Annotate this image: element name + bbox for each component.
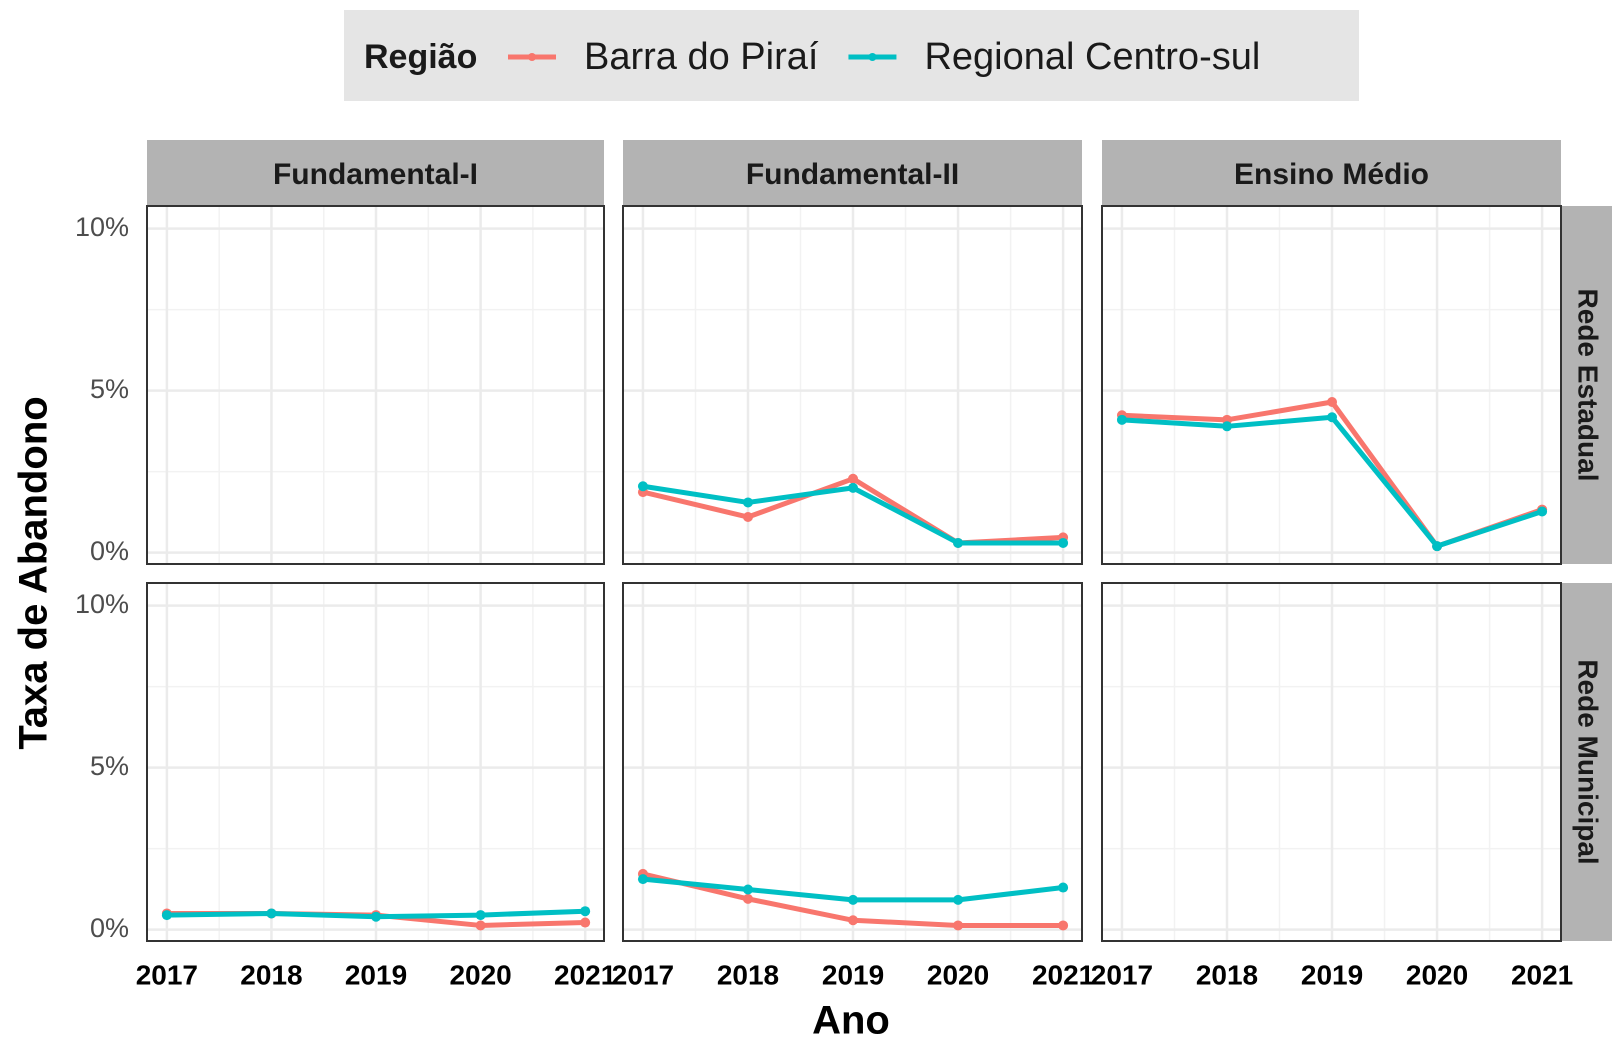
- x-tick-label: 2018: [240, 959, 302, 990]
- strip: [1561, 206, 1612, 564]
- legend-title: Região: [364, 38, 477, 76]
- point: [580, 906, 591, 917]
- y-axis-title: Taxa de Abandono: [12, 396, 56, 749]
- x-axis-title: Ano: [812, 999, 890, 1042]
- strip: [1561, 583, 1612, 941]
- panel: [1101, 582, 1562, 942]
- panel-border: [622, 582, 1083, 942]
- point: [580, 917, 591, 928]
- y-tick-label: 10%: [75, 212, 129, 242]
- column-strip-label: Fundamental-II: [746, 158, 959, 191]
- point: [1327, 412, 1338, 423]
- point: [953, 537, 964, 548]
- strip: [147, 140, 604, 205]
- point: [1432, 541, 1443, 552]
- column-strip-label: Fundamental-I: [273, 158, 478, 191]
- point: [953, 894, 964, 905]
- column-strip-label: Ensino Médio: [1234, 158, 1429, 191]
- point: [848, 915, 859, 926]
- point: [1116, 414, 1127, 425]
- point: [1327, 397, 1338, 408]
- strip: [1102, 140, 1561, 205]
- point: [161, 910, 172, 921]
- panel: [622, 205, 1083, 565]
- x-tick-label: 2021: [1032, 959, 1094, 990]
- x-tick-label: 2018: [717, 959, 779, 990]
- point: [1058, 537, 1069, 548]
- x-tick-label: 2019: [822, 959, 884, 990]
- panel-border: [146, 205, 605, 565]
- panel-border: [1101, 582, 1562, 942]
- panel: [146, 582, 605, 942]
- y-tick-label: 0%: [90, 536, 129, 566]
- point: [475, 920, 486, 931]
- point: [475, 910, 486, 921]
- x-tick-label: 2021: [554, 959, 616, 990]
- point: [1221, 421, 1232, 432]
- y-tick-label: 5%: [90, 374, 129, 404]
- point: [371, 911, 382, 922]
- x-tick-label: 2019: [1301, 959, 1363, 990]
- legend-key-point: [528, 53, 536, 61]
- panel-border: [146, 582, 605, 942]
- panel-border: [1101, 205, 1562, 565]
- point: [742, 884, 753, 895]
- legend-key-point: [868, 53, 877, 61]
- point: [953, 920, 964, 931]
- x-tick-label: 2021: [1511, 959, 1573, 990]
- point: [848, 473, 859, 484]
- point: [848, 482, 859, 493]
- x-tick-label: 2020: [1406, 959, 1468, 990]
- x-tick-label: 2018: [1196, 959, 1258, 990]
- panel-border: [622, 205, 1083, 565]
- x-tick-label: 2020: [449, 959, 511, 990]
- row-strip-label: Rede Estadual: [1573, 289, 1604, 482]
- y-tick-label: 5%: [90, 751, 129, 781]
- legend-label: Regional Centro-sul: [924, 36, 1260, 78]
- y-tick-label: 10%: [75, 589, 129, 619]
- panel: [622, 582, 1083, 942]
- y-tick-label: 0%: [90, 913, 129, 943]
- x-tick-label: 2020: [927, 959, 989, 990]
- point: [1058, 882, 1069, 893]
- panel: [146, 205, 605, 565]
- legend-label: Barra do Piraí: [584, 36, 819, 78]
- point: [637, 874, 648, 885]
- point: [1537, 506, 1548, 517]
- point: [848, 894, 859, 905]
- row-strip-label: Rede Municipal: [1573, 659, 1604, 864]
- point: [1058, 920, 1069, 931]
- point: [637, 481, 648, 492]
- x-tick-label: 2017: [136, 959, 198, 990]
- point: [742, 893, 753, 904]
- point: [266, 908, 277, 919]
- panel: [1101, 205, 1562, 565]
- strip: [623, 140, 1082, 205]
- x-tick-label: 2017: [1091, 959, 1153, 990]
- x-tick-label: 2019: [345, 959, 407, 990]
- point: [742, 512, 753, 523]
- point: [742, 497, 753, 508]
- x-tick-label: 2017: [612, 959, 674, 990]
